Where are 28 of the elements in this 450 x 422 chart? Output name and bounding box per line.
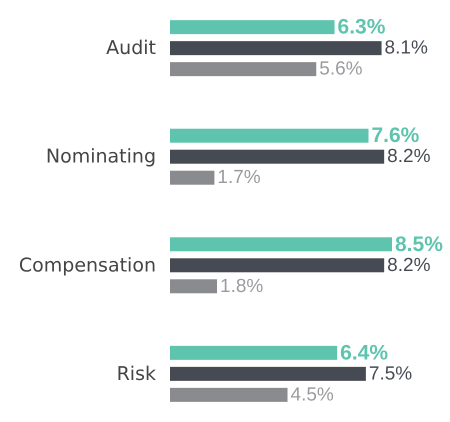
data-label: 4.5% — [290, 384, 334, 406]
bar — [170, 366, 366, 381]
data-label: 8.1% — [384, 38, 428, 59]
bar — [170, 62, 316, 76]
bar — [170, 41, 382, 56]
data-label: 7.6% — [371, 124, 420, 148]
data-label: 7.5% — [368, 363, 412, 384]
bar — [170, 388, 288, 402]
bar — [170, 258, 384, 272]
bar — [170, 170, 214, 185]
y-tick-label: Compensation — [18, 254, 156, 276]
bar — [170, 279, 218, 294]
bar — [170, 346, 338, 360]
data-label: 5.6% — [319, 58, 363, 80]
data-label: 1.8% — [220, 276, 264, 297]
data-label: 6.4% — [340, 341, 388, 364]
bar — [170, 237, 392, 252]
bar — [170, 128, 368, 143]
data-label: 8.5% — [395, 232, 444, 256]
data-label: 8.2% — [387, 146, 431, 168]
y-tick-label: Risk — [116, 362, 156, 385]
data-label: 8.2% — [387, 254, 431, 276]
data-label: 6.3% — [338, 16, 386, 39]
data-label: 1.7% — [217, 167, 261, 188]
y-tick-label: Nominating — [46, 146, 156, 168]
bar — [170, 20, 335, 34]
bar — [170, 150, 384, 164]
y-tick-label: Audit — [106, 37, 156, 60]
